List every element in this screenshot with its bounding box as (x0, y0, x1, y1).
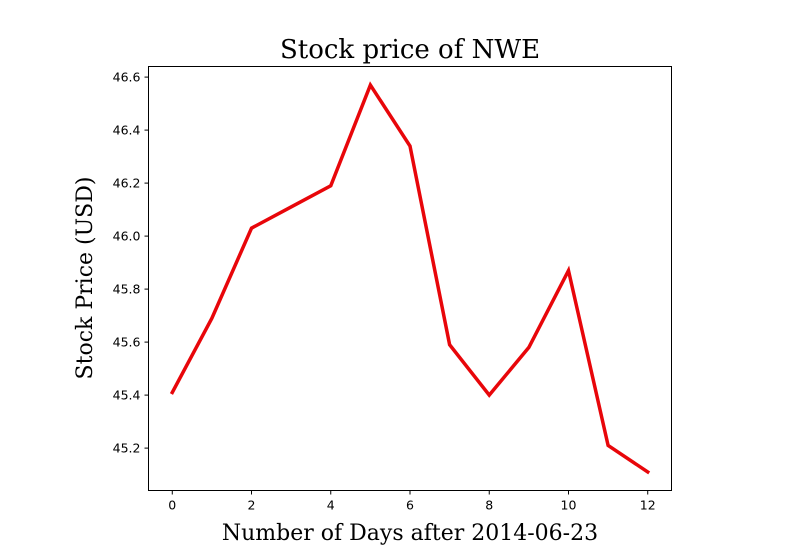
y-tick-label: 45.4 (113, 388, 141, 403)
y-axis: 45.2 45.4 45.6 45.8 46.0 46.2 46.4 46.6 (113, 70, 149, 456)
x-tick-label: 6 (406, 498, 414, 513)
y-tick-label: 45.2 (113, 441, 141, 456)
plot-area (169, 81, 651, 475)
y-tick-label: 45.8 (113, 282, 141, 297)
x-tick-label: 4 (327, 498, 335, 513)
x-axis-label: Number of Days after 2014-06-23 (222, 521, 598, 546)
x-tick-label: 12 (640, 498, 656, 513)
y-axis-label: Stock Price (USD) (73, 177, 98, 380)
plot-frame (148, 66, 672, 491)
x-tick-label: 10 (561, 498, 577, 513)
y-tick-label: 46.4 (113, 123, 141, 138)
y-tick-label: 46.6 (113, 70, 141, 85)
series-line (169, 81, 651, 475)
x-tick-label: 8 (485, 498, 493, 513)
y-tick-label: 46.0 (113, 229, 141, 244)
y-tick-label: 46.2 (113, 176, 141, 191)
y-tick-label: 45.6 (113, 335, 141, 350)
x-tick-label: 0 (168, 498, 176, 513)
x-tick-label: 2 (248, 498, 256, 513)
chart-title: Stock price of NWE (280, 35, 540, 65)
x-axis: 0 2 4 6 8 10 12 (168, 490, 656, 513)
